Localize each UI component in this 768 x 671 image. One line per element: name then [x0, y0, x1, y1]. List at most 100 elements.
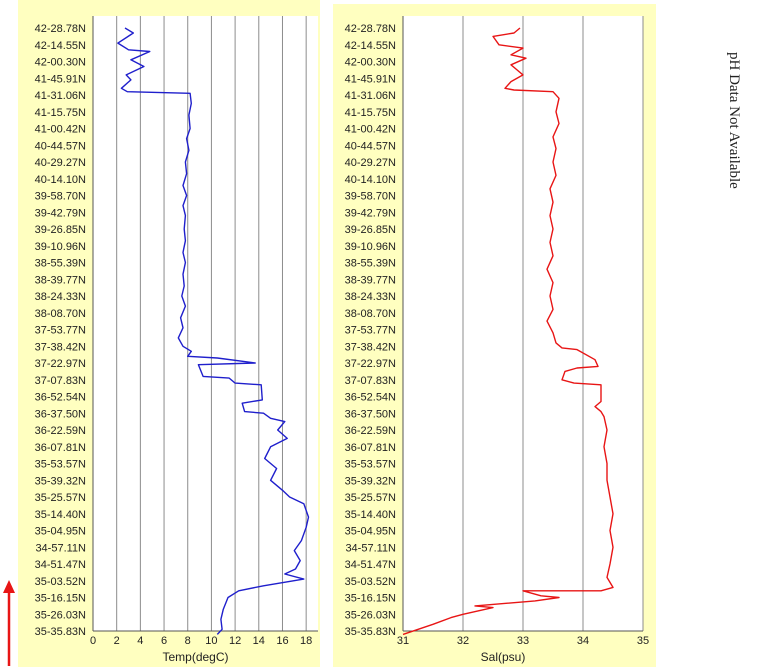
- temp-y-tick-label: 42-00.30N: [35, 57, 86, 69]
- temp-y-tick-label: 38-08.70N: [35, 308, 86, 320]
- temp-y-tick-label: 41-45.91N: [35, 73, 86, 85]
- temp-x-tick-label: 8: [185, 635, 191, 647]
- temp-y-tick-label: 37-53.77N: [35, 325, 86, 337]
- temp-y-tick-label: 37-38.42N: [35, 341, 86, 353]
- sal-y-tick-label: 38-55.39N: [345, 258, 396, 270]
- sal-y-tick-label: 36-37.50N: [345, 408, 396, 420]
- sal-x-axis-title: Sal(psu): [481, 650, 526, 664]
- sal-y-tick-label: 35-16.15N: [345, 593, 396, 605]
- sal-y-tick-label: 36-52.54N: [345, 392, 396, 404]
- temp-series-line: [117, 27, 310, 635]
- sal-y-tick-label: 40-29.27N: [345, 157, 396, 169]
- temp-y-tick-label: 40-44.57N: [35, 140, 86, 152]
- sal-y-tick-label: 42-14.55N: [345, 40, 396, 52]
- temp-x-tick-label: 2: [114, 635, 120, 647]
- temp-y-tick-label: 35-35.83N: [35, 626, 86, 638]
- sal-x-tick-label: 35: [637, 635, 649, 647]
- sal-x-tick-label: 31: [397, 635, 409, 647]
- sal-series-line: [402, 27, 614, 636]
- sal-y-tick-label: 35-25.57N: [345, 492, 396, 504]
- sal-y-tick-label: 37-53.77N: [345, 325, 396, 337]
- sal-y-tick-label: 41-00.42N: [345, 124, 396, 136]
- sal-x-tick-label: 32: [457, 635, 469, 647]
- temp-y-tick-label: 34-57.11N: [35, 542, 86, 554]
- temp-y-tick-label: 40-14.10N: [35, 174, 86, 186]
- ph-note: pH Data Not Available: [726, 52, 764, 252]
- sal-y-tick-label: 35-14.40N: [345, 509, 396, 521]
- sal-y-tick-label: 41-31.06N: [345, 90, 396, 102]
- temperature-chart: 0 2 4 6 8 10 12 14 16 18 42-28.78N 42-14.55N 42-00.3…: [18, 0, 320, 667]
- temp-x-tick-label: 18: [300, 635, 312, 647]
- temp-y-tick-label: 35-03.52N: [35, 576, 86, 588]
- temp-y-tick-label: 35-14.40N: [35, 509, 86, 521]
- sal-y-tick-label: 41-45.91N: [345, 73, 396, 85]
- temp-x-tick-label: 16: [276, 635, 288, 647]
- sal-y-tick-label: 39-58.70N: [345, 191, 396, 203]
- sal-y-tick-label: 38-08.70N: [345, 308, 396, 320]
- temp-x-tick-label: 4: [137, 635, 143, 647]
- sal-y-tick-label: 42-00.30N: [345, 57, 396, 69]
- up-arrow-icon: [3, 580, 15, 666]
- temp-y-tick-label: 36-07.81N: [35, 442, 86, 454]
- salinity-chart: 31 32 33 34 35 42-28.78N 42-14.55N 42-00.30N 41-…: [333, 4, 656, 667]
- temp-y-tick-label: 42-14.55N: [35, 40, 86, 52]
- temp-y-tick-label: 39-58.70N: [35, 191, 86, 203]
- temp-y-tick-label: 38-55.39N: [35, 258, 86, 270]
- sal-y-tick-label: 38-39.77N: [345, 274, 396, 286]
- temp-y-tick-label: 39-26.85N: [35, 224, 86, 236]
- sal-y-tick-label: 36-22.59N: [345, 425, 396, 437]
- sal-y-tick-label: 34-51.47N: [345, 559, 396, 571]
- sal-y-tick-label: 34-57.11N: [345, 542, 396, 554]
- sal-y-tick-label: 35-53.57N: [345, 459, 396, 471]
- temp-y-tick-label: 38-39.77N: [35, 274, 86, 286]
- sal-y-tick-label: 40-44.57N: [345, 140, 396, 152]
- temp-y-tick-label: 38-24.33N: [35, 291, 86, 303]
- temp-y-tick-label: 36-37.50N: [35, 408, 86, 420]
- sal-y-tick-label: 42-28.78N: [345, 23, 396, 35]
- temp-y-tick-label: 36-22.59N: [35, 425, 86, 437]
- temp-y-tick-label: 39-42.79N: [35, 207, 86, 219]
- temp-y-tick-label: 42-28.78N: [35, 23, 86, 35]
- sal-x-tick-label: 34: [577, 635, 589, 647]
- sal-y-tick-label: 35-35.83N: [345, 626, 396, 638]
- sal-y-tick-label: 41-15.75N: [345, 107, 396, 119]
- sal-y-tick-label: 39-26.85N: [345, 224, 396, 236]
- temp-x-tick-label: 12: [229, 635, 241, 647]
- temp-x-tick-label: 0: [90, 635, 96, 647]
- temp-x-tick-label: 6: [161, 635, 167, 647]
- temp-x-tick-label: 14: [253, 635, 265, 647]
- sal-y-tick-label: 35-04.95N: [345, 526, 396, 538]
- sal-y-tick-label: 37-38.42N: [345, 341, 396, 353]
- sal-y-tick-label: 35-39.32N: [345, 475, 396, 487]
- temp-y-tick-label: 35-04.95N: [35, 526, 86, 538]
- temp-x-axis-title: Temp(degC): [162, 650, 228, 664]
- temp-y-tick-label: 41-15.75N: [35, 107, 86, 119]
- temp-y-tick-label: 35-25.57N: [35, 492, 86, 504]
- temp-x-tick-label: 10: [205, 635, 217, 647]
- sal-y-tick-label: 37-07.83N: [345, 375, 396, 387]
- sal-y-tick-label: 40-14.10N: [345, 174, 396, 186]
- temp-y-tick-label: 35-16.15N: [35, 593, 86, 605]
- sal-y-tick-label: 36-07.81N: [345, 442, 396, 454]
- temp-y-tick-label: 35-39.32N: [35, 475, 86, 487]
- temperature-plot-area: [93, 16, 318, 631]
- sal-y-tick-label: 39-10.96N: [345, 241, 396, 253]
- sal-y-tick-label: 35-26.03N: [345, 609, 396, 621]
- temp-y-tick-label: 41-00.42N: [35, 124, 86, 136]
- temp-y-tick-label: 35-53.57N: [35, 459, 86, 471]
- temp-y-tick-label: 34-51.47N: [35, 559, 86, 571]
- temp-y-tick-label: 40-29.27N: [35, 157, 86, 169]
- temp-y-tick-label: 37-07.83N: [35, 375, 86, 387]
- temp-y-tick-label: 36-52.54N: [35, 392, 86, 404]
- sal-y-tick-label: 37-22.97N: [345, 358, 396, 370]
- ph-note-text: pH Data Not Available: [726, 52, 742, 189]
- temp-y-tick-label: 39-10.96N: [35, 241, 86, 253]
- sal-x-tick-label: 33: [517, 635, 529, 647]
- sal-y-tick-label: 35-03.52N: [345, 576, 396, 588]
- temp-y-tick-label: 35-26.03N: [35, 609, 86, 621]
- temp-y-tick-label: 41-31.06N: [35, 90, 86, 102]
- sal-y-tick-label: 39-42.79N: [345, 207, 396, 219]
- temp-y-tick-label: 37-22.97N: [35, 358, 86, 370]
- sal-y-tick-label: 38-24.33N: [345, 291, 396, 303]
